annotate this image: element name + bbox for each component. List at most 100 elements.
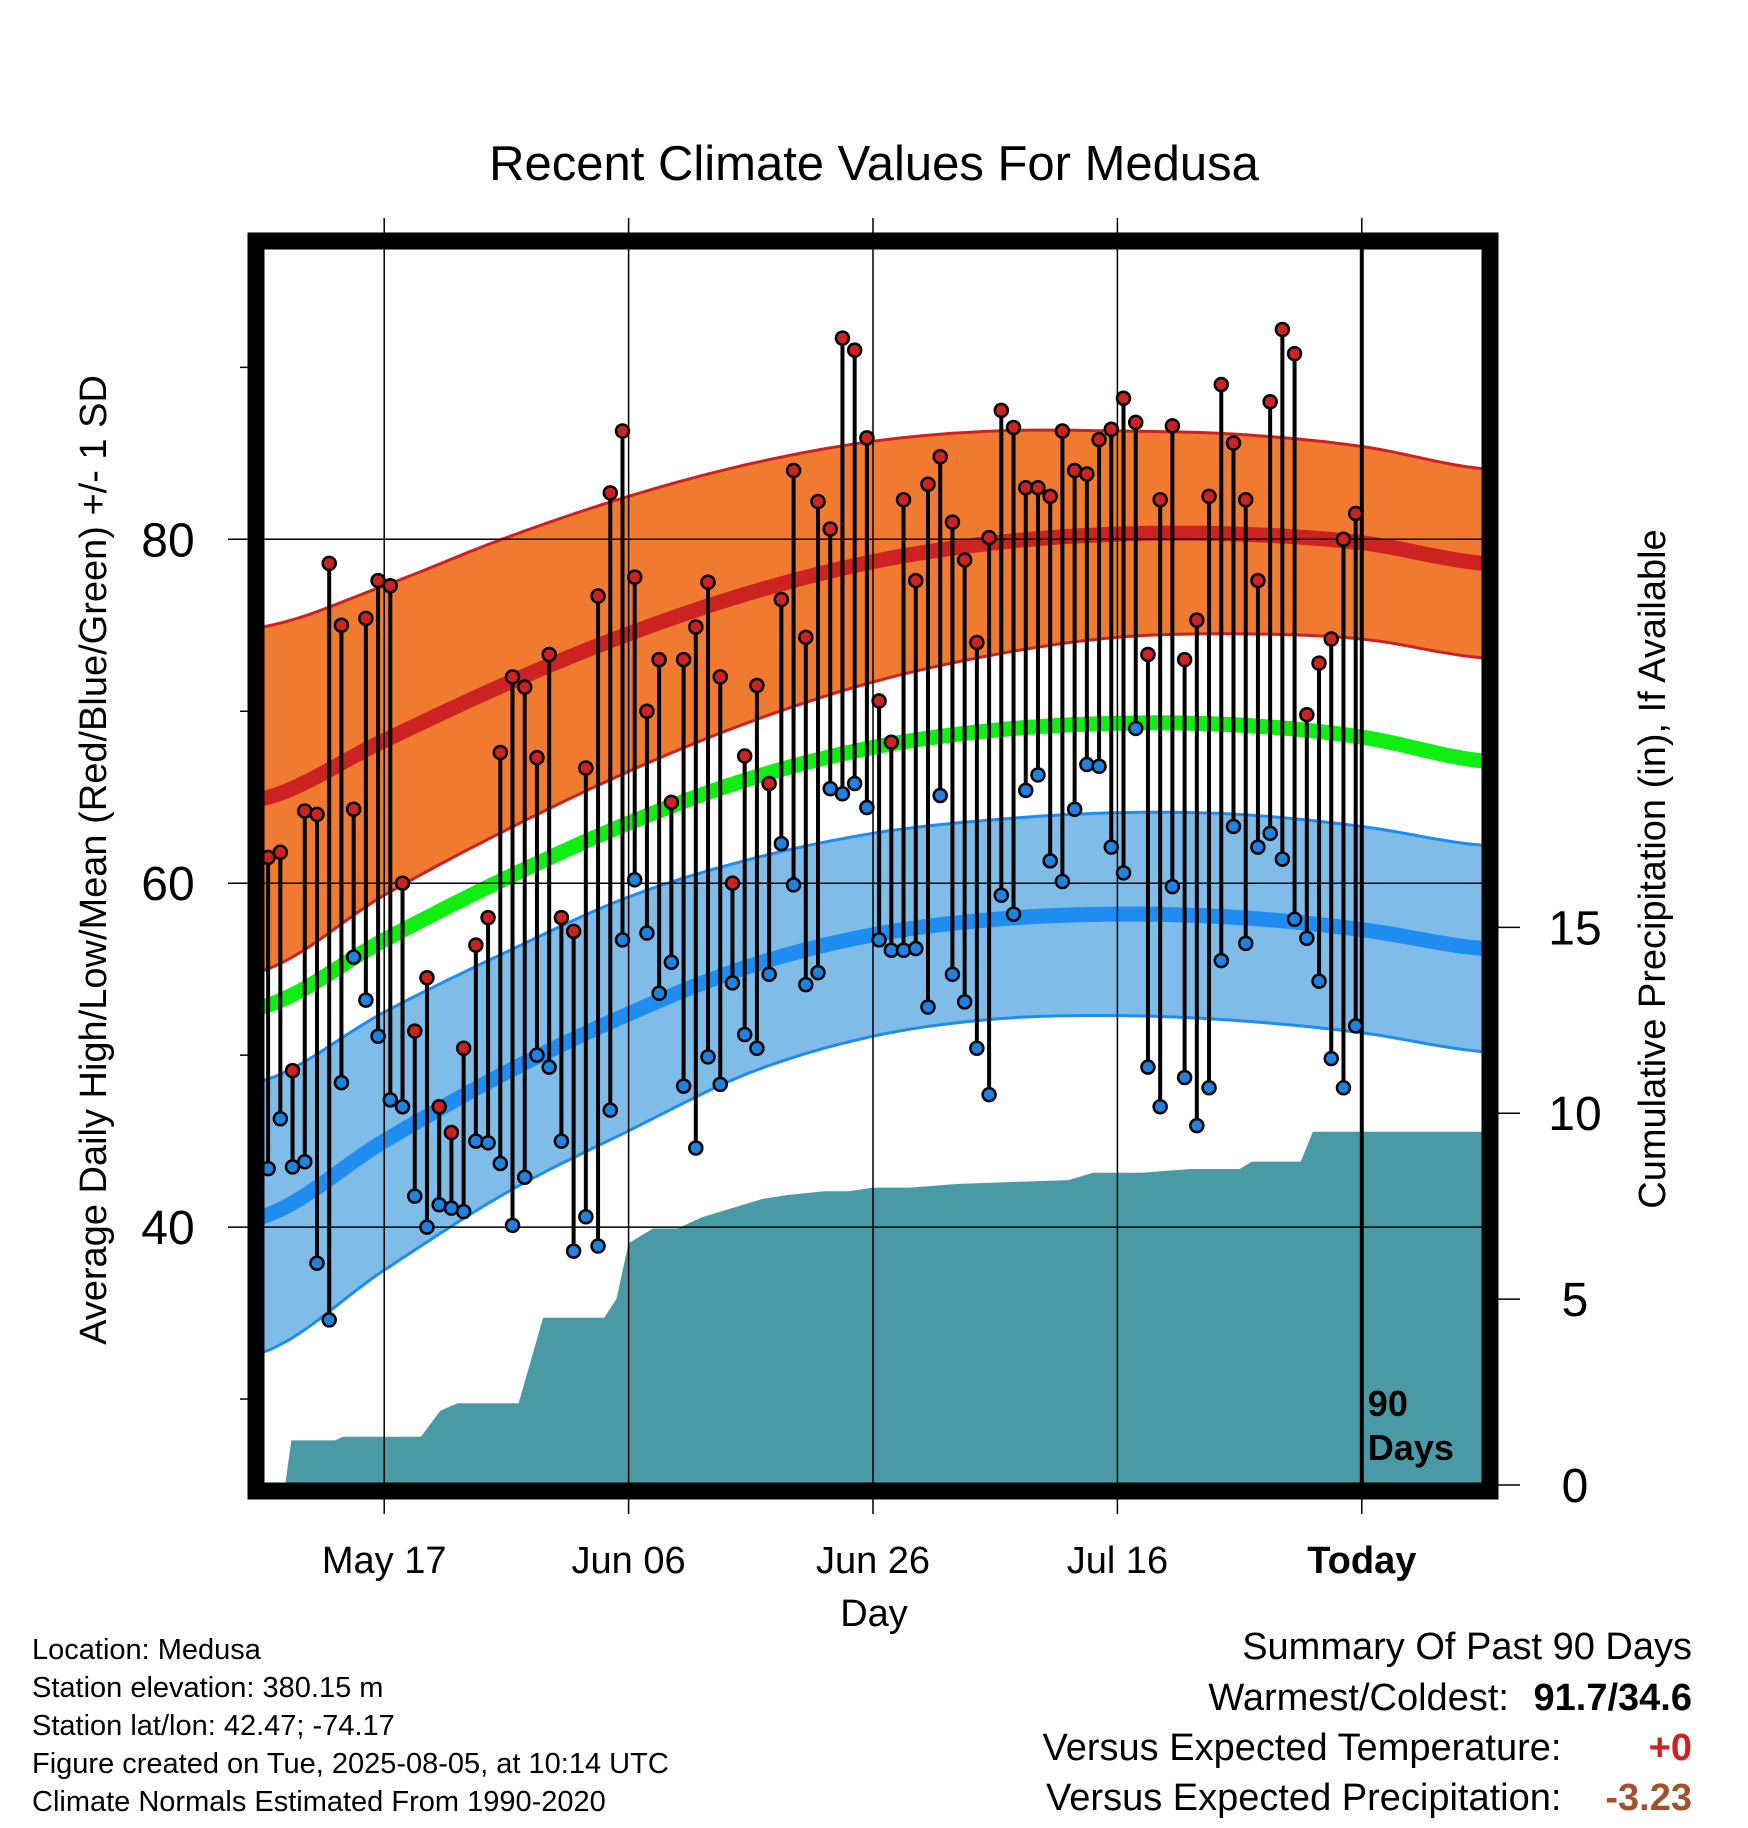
low-point (1262, 825, 1278, 842)
high-point (1262, 394, 1278, 410)
high-point (272, 844, 289, 860)
high-point (1127, 414, 1144, 431)
high-point (529, 749, 545, 766)
y-right-tick-label: 10 (1548, 1088, 1601, 1141)
high-point (431, 1098, 447, 1115)
low-point (1079, 756, 1095, 773)
high-point (712, 669, 728, 685)
low-point (956, 994, 973, 1010)
precip-label: Versus Expected Precipitation: (1046, 1777, 1562, 1819)
y-axis-label-right: Cumulative Precipitation (in), If Availa… (1632, 529, 1674, 1208)
low-point (981, 1086, 997, 1103)
low-point (810, 964, 826, 981)
high-point (1005, 419, 1022, 436)
high-point (761, 775, 777, 792)
high-point (1213, 376, 1230, 393)
x-tick-label: Jun 26 (816, 1540, 930, 1582)
low-point (1201, 1080, 1217, 1096)
temp-label: Versus Expected Temperature: (1042, 1727, 1562, 1769)
high-point (626, 569, 643, 585)
info-location: Location: Medusa (32, 1634, 261, 1666)
low-point (516, 1169, 533, 1185)
high-point (602, 485, 619, 501)
high-point (590, 588, 606, 604)
high-point (1176, 651, 1193, 668)
high-point (1079, 466, 1095, 482)
high-point (1299, 706, 1315, 723)
high-point (541, 646, 557, 663)
low-point (297, 1153, 313, 1170)
high-point (333, 617, 350, 634)
high-point (1274, 321, 1291, 338)
precip-value: -3.23 (1605, 1777, 1692, 1819)
low-point (1237, 935, 1254, 952)
low-point (1030, 767, 1046, 783)
low-point (1164, 878, 1181, 895)
low-point (859, 799, 875, 816)
low-point (1054, 873, 1071, 890)
high-point (871, 693, 887, 709)
x-tick-label: Jul 16 (1067, 1540, 1168, 1582)
low-point (798, 976, 814, 993)
high-point (969, 634, 985, 651)
high-point (736, 748, 753, 764)
low-point (382, 1092, 399, 1108)
low-point (920, 999, 936, 1015)
low-point (1311, 973, 1327, 989)
low-point (736, 1026, 753, 1043)
low-point (639, 925, 655, 941)
low-point (529, 1047, 545, 1063)
low-point (993, 887, 1010, 903)
high-point (895, 492, 912, 508)
x-axis-label: Day (840, 1593, 908, 1635)
high-point (1323, 631, 1339, 647)
low-point (675, 1078, 692, 1094)
axes: May 17 Jun 06 Jun 26 Jul 16 Today 40 60 80 0 5 10 1… (141, 218, 1602, 1582)
high-point (700, 574, 716, 591)
high-point (846, 342, 863, 358)
high-point (297, 803, 313, 819)
today-days-label: Days (1368, 1427, 1454, 1468)
high-point (284, 1062, 301, 1079)
high-point (956, 552, 973, 568)
high-point (321, 555, 337, 572)
low-point (651, 985, 667, 1001)
low-point (688, 1140, 704, 1156)
high-point (443, 1124, 460, 1141)
low-point (565, 1243, 582, 1259)
high-point (724, 875, 741, 891)
high-point (834, 330, 851, 346)
high-point (1335, 531, 1352, 548)
low-point (1250, 839, 1266, 855)
high-point (859, 430, 875, 446)
high-point (1152, 492, 1168, 508)
high-point (1201, 488, 1217, 505)
low-point (1323, 1050, 1339, 1067)
high-point (688, 619, 704, 635)
low-point (1152, 1098, 1168, 1115)
high-point (1347, 505, 1364, 522)
high-point (1103, 421, 1120, 438)
y-right-tick-label: 5 (1562, 1274, 1589, 1327)
low-point (333, 1074, 350, 1091)
info-created: Figure created on Tue, 2025-08-05, at 10… (32, 1748, 669, 1780)
low-point (749, 1040, 765, 1057)
y-left-tick-label: 40 (141, 1202, 194, 1255)
summary-warm-cold: Warmest/Coldest: 91.7/34.6 (1208, 1677, 1692, 1720)
high-point (309, 806, 325, 823)
summary-heading: Summary Of Past 90 Days (1242, 1626, 1692, 1668)
high-point (908, 572, 924, 589)
low-point (1299, 930, 1315, 946)
low-point (541, 1059, 557, 1075)
low-point (262, 1160, 276, 1177)
high-point (578, 760, 594, 776)
high-point (920, 476, 936, 493)
low-point (1115, 865, 1132, 881)
y-axis-label-left: Average Daily High/Low/Mean (Red/Blue/Gr… (73, 375, 115, 1345)
summary-precipitation: Versus Expected Precipitation: -3.23 (1046, 1777, 1692, 1820)
high-point (419, 970, 435, 986)
low-point (663, 954, 680, 971)
low-point (846, 775, 863, 792)
low-point (590, 1238, 606, 1254)
